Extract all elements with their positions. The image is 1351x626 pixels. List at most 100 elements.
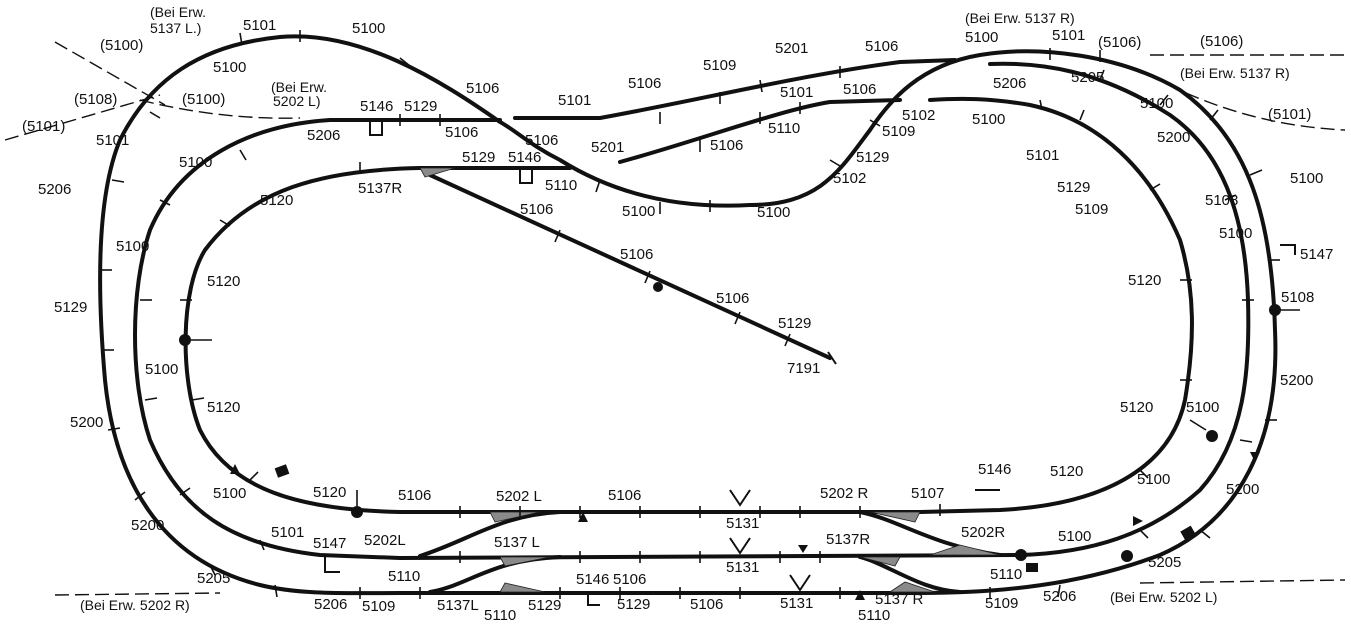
track-label-l10: 5146 [360,98,393,115]
track-label-l33: 5101 [780,84,813,101]
extension-note-n1: (Bei Erw. [150,4,206,20]
decoupler-5146-inner [519,168,533,184]
track-label-l43: 5137R [358,180,402,197]
decoupler-5146-top [369,120,383,136]
track-label-l28: 5100 [179,154,212,171]
track-label-l40: 5101 [1026,147,1059,164]
signal-left-inner [179,334,191,346]
extension-note-n7: (Bei Erw. 5202 R) [80,597,190,613]
decoupler-5146-bottom [587,592,600,606]
track-label-l58: 5120 [207,273,240,290]
track-label-l59: 5120 [1128,272,1161,289]
track-piece-labels: 5101 5100 (5100) 5100 (5108) (5100) (5101) 5101… [22,17,1333,624]
track-label-l39: 5100 [972,111,1005,128]
signal-right-middle [1206,430,1218,442]
track-label-l48: 5100 [622,203,655,220]
track-branch-7191 [428,173,832,360]
track-label-l21: (5106) [1098,34,1141,51]
extension-note-n2: 5137 L.) [150,20,201,36]
track-label-l26: (5101) [1268,106,1311,123]
extension-line-bottom-left [54,592,221,596]
track-label-l42: 5120 [260,192,293,209]
turnout-wedges [419,167,1001,593]
arrow-marker-3 [855,590,865,600]
uncoupler-5131-1 [729,489,751,507]
track-label-l81: 5107 [911,485,944,502]
track-label-l19: 5100 [965,29,998,46]
signals [179,120,1300,606]
extension-line-bottom-right [1139,579,1346,584]
track-label-l66: 5200 [1280,372,1313,389]
track-label-l83: 5200 [131,517,164,534]
track-upper-siding [513,58,957,120]
uncoupler-5131-3 [789,574,811,592]
track-label-l11: 5129 [404,98,437,115]
track-label-l14: 5101 [558,92,591,109]
uncoupler-5131-2 [729,537,751,555]
arrow-marker-2 [578,512,588,522]
track-label-l79: 5106 [608,487,641,504]
turnout-wedge-5 [929,544,1001,556]
track-label-l09: 5206 [307,127,340,144]
track-label-l105: 5131 [780,595,813,612]
square-marker-3 [1180,525,1196,541]
track-label-l55: 5100 [116,238,149,255]
extension-note-n6: (Bei Erw. 5137 R) [1180,65,1290,81]
arrow-marker-5 [798,545,808,553]
track-label-l99: 5109 [362,598,395,615]
track-inner-loop [183,96,1194,514]
track-label-l77: 5106 [398,487,431,504]
square-marker-1 [274,464,290,478]
track-crossover-left-1 [418,510,562,558]
track-label-l72: 5120 [1050,463,1083,480]
track-label-l89: 5202R [961,524,1005,541]
turnout-wedge-2 [869,511,921,523]
turnout-wedge-1 [489,511,541,523]
track-label-l52: 5100 [1290,170,1323,187]
track-label-l23: 5206 [993,75,1026,92]
track-label-l109: 5206 [1043,588,1076,605]
signal-bottom-inner [351,506,363,518]
track-label-l74: 5200 [1226,481,1259,498]
track-label-l100: 5137L [437,597,479,614]
track-label-l16: 5109 [703,57,736,74]
track-label-l25: 5100 [1140,95,1173,112]
extension-note-n4: 5202 L) [273,93,320,109]
track-label-l36: 5110 [768,120,800,137]
track-label-l46: 5129 [1057,179,1090,196]
arrow-marker-6 [1133,516,1143,526]
track-label-l38: 5106 [710,137,743,154]
track-label-l07: (5101) [22,118,65,135]
track-label-l64: 7191 [787,360,820,377]
track-label-l30: 5146 [508,149,541,166]
track-label-l24: 5205 [1071,69,1104,86]
signal-branch [653,282,663,292]
track-label-l78: 5202 L [496,488,542,505]
track-label-l53: 5108 [1205,192,1238,209]
extension-line-top-left-1 [54,41,166,106]
track-label-l63: 5129 [778,315,811,332]
extension-note-n8: (Bei Erw. 5202 L) [1110,589,1217,605]
track-label-l73: 5100 [1137,471,1170,488]
track-label-l106: 5110 [858,607,890,624]
track-stub-5147-right [1280,244,1296,255]
track-label-l51: 5206 [38,181,71,198]
track-label-l49: 5100 [757,204,790,221]
track-label-l57: 5147 [1300,246,1333,263]
track-label-l50: 5109 [1075,201,1108,218]
track-label-l17: 5201 [775,40,808,57]
track-label-l34: 5106 [843,81,876,98]
track-label-l01: 5101 [243,17,276,34]
square-marker-2 [1026,563,1038,572]
track-label-l95: 5146 [576,571,609,588]
turnout-wedge-8 [419,167,456,178]
track-label-l37: 5109 [882,123,915,140]
track-label-l62: 5108 [1281,289,1314,306]
track-label-l69: 5100 [1186,399,1219,416]
track-label-l67: 5120 [207,399,240,416]
signal-bottom-middle [1015,549,1027,561]
decoupler-5147-left [324,557,340,573]
track-label-l02: 5100 [352,20,385,37]
track-label-l94: 5110 [388,568,420,585]
extension-note-n3: (Bei Erw. [271,79,327,95]
